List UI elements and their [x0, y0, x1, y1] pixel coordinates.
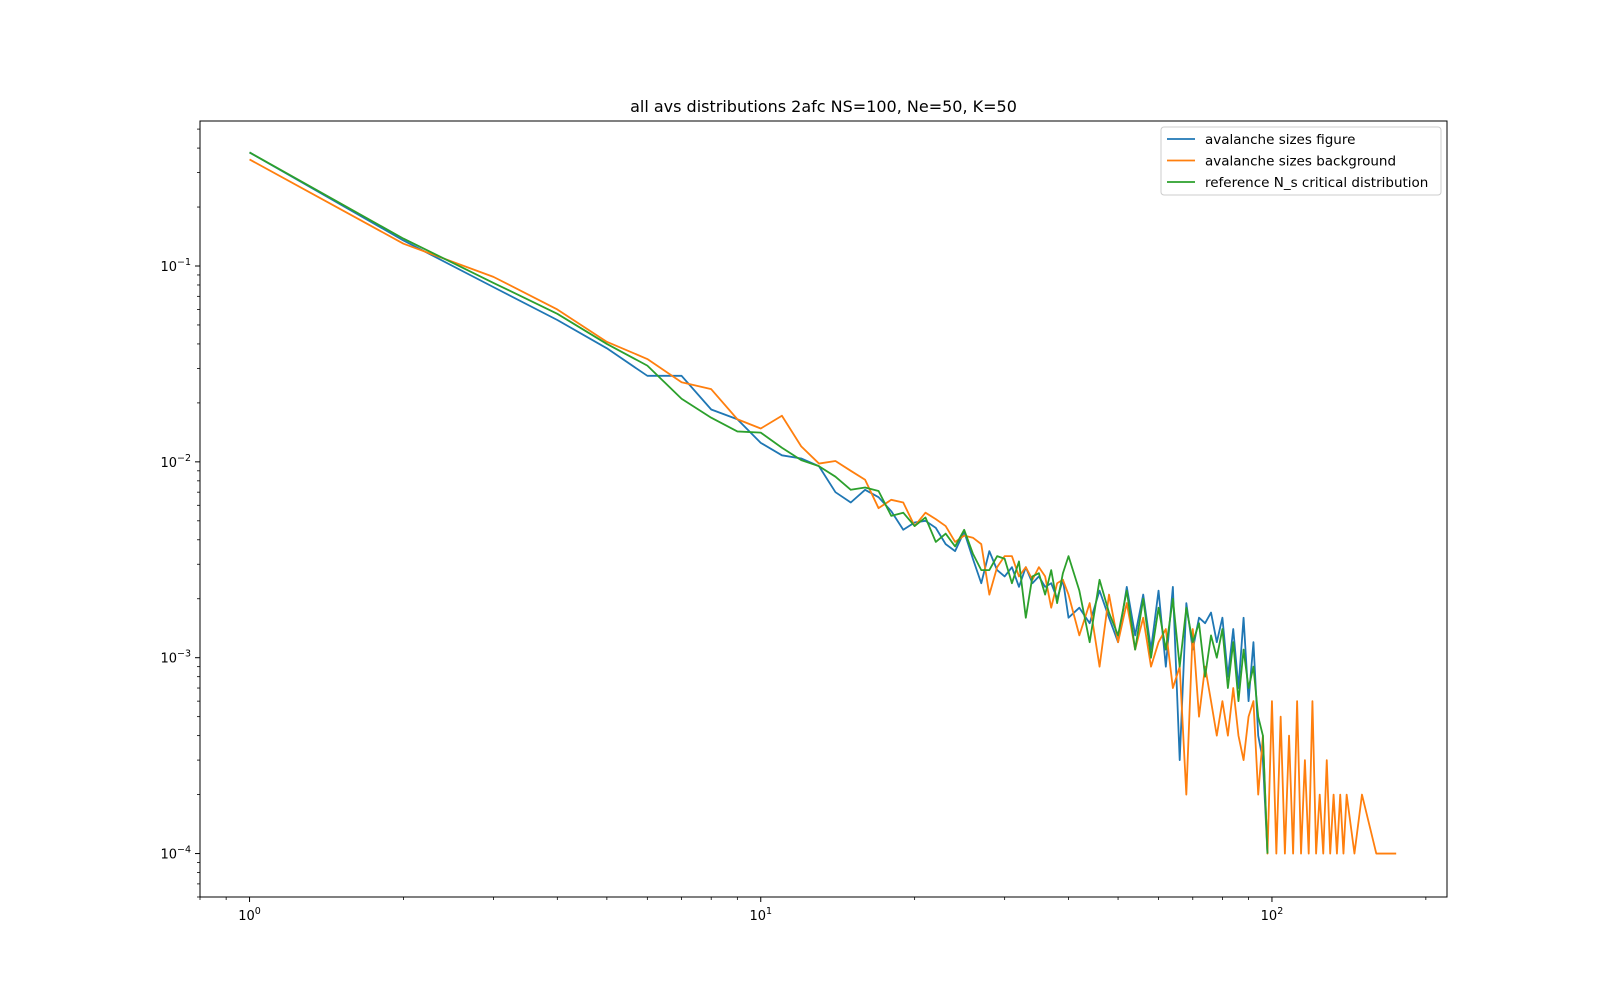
x-tick-exponent: 0 — [255, 906, 261, 917]
chart-title: all avs distributions 2afc NS=100, Ne=50… — [630, 97, 1017, 116]
x-tick-exponent: 2 — [1277, 906, 1283, 917]
y-tick-label: 10−2 — [160, 453, 191, 471]
plot-area — [199, 120, 1448, 898]
x-tick-base: 10 — [749, 909, 766, 924]
series-line-3 — [249, 151, 1269, 854]
series-layer — [249, 151, 1397, 855]
x-tick-exponent: 1 — [766, 906, 772, 917]
legend: avalanche sizes figure avalanche sizes ba… — [1160, 126, 1442, 196]
x-tick-base: 10 — [238, 909, 255, 924]
y-tick-base: 10 — [160, 652, 177, 667]
y-axis: 10−110−210−310−4 — [160, 128, 200, 898]
axes-frame — [199, 120, 1448, 898]
x-tick-label: 100 — [238, 906, 261, 924]
y-tick-exponent: −3 — [177, 649, 191, 660]
x-tick-label: 101 — [749, 906, 772, 924]
legend-entry-label: reference N_s critical distribution — [1205, 175, 1428, 191]
y-tick-base: 10 — [160, 260, 177, 275]
y-tick-label: 10−3 — [160, 649, 191, 667]
y-tick-exponent: −1 — [177, 257, 191, 268]
y-tick-base: 10 — [160, 456, 177, 471]
legend-entry-label: avalanche sizes figure — [1205, 132, 1355, 148]
y-tick-exponent: −4 — [177, 845, 191, 856]
x-tick-label: 102 — [1261, 906, 1284, 924]
y-tick-exponent: −2 — [177, 453, 191, 464]
y-tick-base: 10 — [160, 848, 177, 863]
legend-box — [1160, 126, 1442, 196]
y-tick-label: 10−4 — [160, 845, 191, 863]
x-axis: 100 101 102 — [199, 897, 1427, 924]
x-tick-base: 10 — [1261, 909, 1278, 924]
y-tick-label: 10−1 — [160, 257, 191, 275]
series-line-2 — [249, 158, 1397, 855]
series-line-1 — [249, 151, 1269, 854]
legend-entry-label: avalanche sizes background — [1205, 154, 1396, 170]
